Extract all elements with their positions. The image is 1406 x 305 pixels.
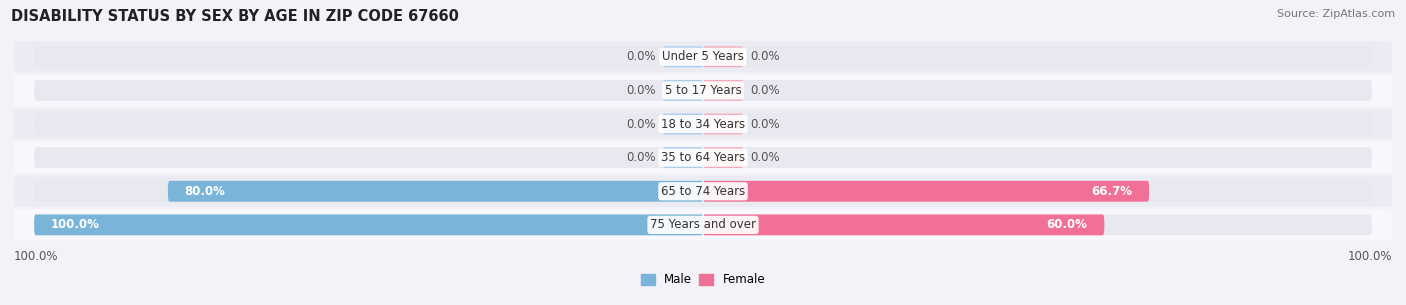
Text: 5 to 17 Years: 5 to 17 Years — [665, 84, 741, 97]
Text: 100.0%: 100.0% — [1347, 250, 1392, 263]
Text: 0.0%: 0.0% — [627, 50, 657, 63]
FancyBboxPatch shape — [34, 181, 703, 202]
Text: 35 to 64 Years: 35 to 64 Years — [661, 151, 745, 164]
FancyBboxPatch shape — [14, 109, 1392, 139]
FancyBboxPatch shape — [703, 46, 1372, 67]
FancyBboxPatch shape — [703, 80, 1372, 101]
FancyBboxPatch shape — [662, 113, 703, 135]
Text: 0.0%: 0.0% — [749, 117, 779, 131]
Text: 100.0%: 100.0% — [51, 218, 100, 231]
Text: 0.0%: 0.0% — [749, 84, 779, 97]
Text: Source: ZipAtlas.com: Source: ZipAtlas.com — [1277, 9, 1395, 19]
FancyBboxPatch shape — [34, 113, 703, 135]
FancyBboxPatch shape — [662, 80, 703, 101]
Text: 65 to 74 Years: 65 to 74 Years — [661, 185, 745, 198]
FancyBboxPatch shape — [703, 147, 1372, 168]
FancyBboxPatch shape — [14, 142, 1392, 173]
FancyBboxPatch shape — [34, 214, 703, 235]
FancyBboxPatch shape — [662, 147, 703, 168]
Legend: Male, Female: Male, Female — [636, 269, 770, 291]
Text: 0.0%: 0.0% — [749, 151, 779, 164]
FancyBboxPatch shape — [14, 41, 1392, 72]
FancyBboxPatch shape — [703, 214, 1104, 235]
FancyBboxPatch shape — [34, 80, 703, 101]
FancyBboxPatch shape — [14, 75, 1392, 106]
FancyBboxPatch shape — [34, 214, 703, 235]
FancyBboxPatch shape — [703, 113, 1372, 135]
FancyBboxPatch shape — [34, 147, 703, 168]
FancyBboxPatch shape — [703, 181, 1372, 202]
FancyBboxPatch shape — [703, 147, 744, 168]
FancyBboxPatch shape — [14, 210, 1392, 240]
Text: 80.0%: 80.0% — [184, 185, 225, 198]
Text: 0.0%: 0.0% — [749, 50, 779, 63]
Text: DISABILITY STATUS BY SEX BY AGE IN ZIP CODE 67660: DISABILITY STATUS BY SEX BY AGE IN ZIP C… — [11, 9, 460, 24]
FancyBboxPatch shape — [167, 181, 703, 202]
FancyBboxPatch shape — [703, 80, 744, 101]
Text: 0.0%: 0.0% — [627, 84, 657, 97]
Text: 100.0%: 100.0% — [14, 250, 59, 263]
Text: 0.0%: 0.0% — [627, 117, 657, 131]
FancyBboxPatch shape — [703, 181, 1149, 202]
FancyBboxPatch shape — [34, 46, 703, 67]
Text: 0.0%: 0.0% — [627, 151, 657, 164]
Text: Under 5 Years: Under 5 Years — [662, 50, 744, 63]
Text: 75 Years and over: 75 Years and over — [650, 218, 756, 231]
FancyBboxPatch shape — [703, 113, 744, 135]
FancyBboxPatch shape — [703, 214, 1372, 235]
FancyBboxPatch shape — [662, 46, 703, 67]
Text: 66.7%: 66.7% — [1091, 185, 1132, 198]
Text: 18 to 34 Years: 18 to 34 Years — [661, 117, 745, 131]
Text: 60.0%: 60.0% — [1046, 218, 1088, 231]
FancyBboxPatch shape — [703, 46, 744, 67]
FancyBboxPatch shape — [14, 176, 1392, 207]
